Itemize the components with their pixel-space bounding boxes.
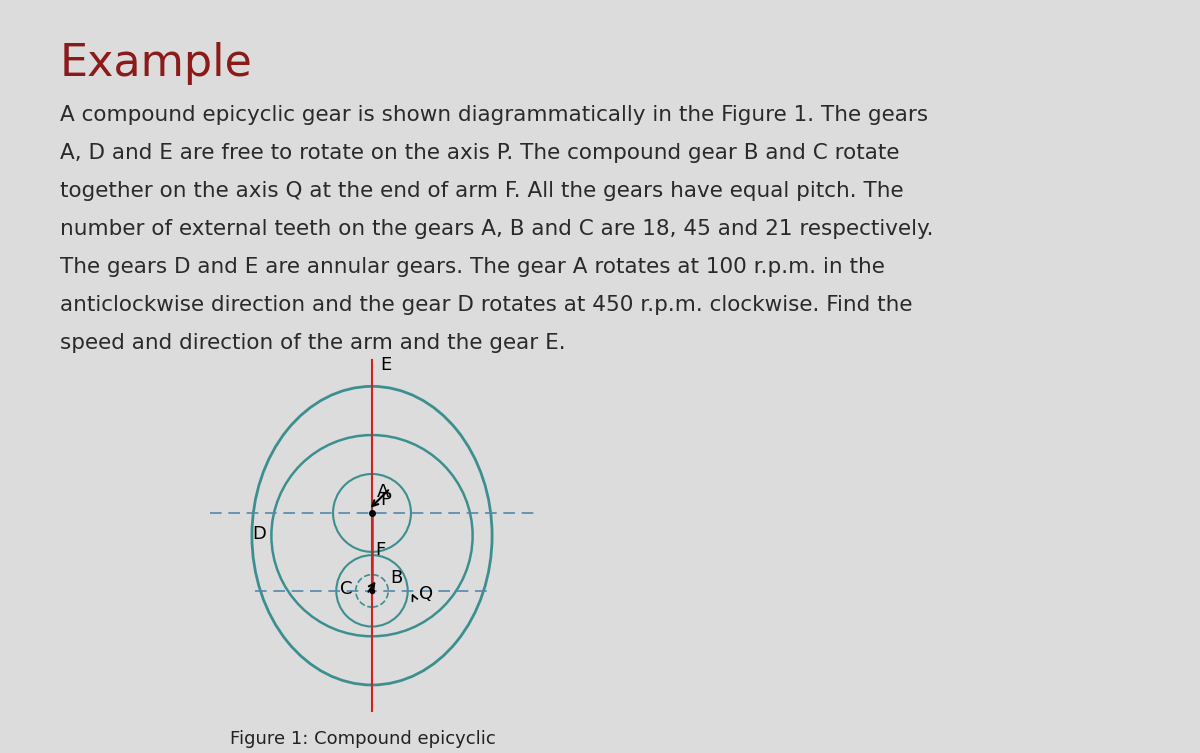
Text: speed and direction of the arm and the gear E.: speed and direction of the arm and the g… (60, 333, 565, 353)
Text: B: B (390, 569, 402, 587)
Text: C: C (340, 580, 352, 598)
Text: Figure 1: Compound epicyclic: Figure 1: Compound epicyclic (230, 730, 496, 748)
Text: together on the axis Q at the end of arm F. All the gears have equal pitch. The: together on the axis Q at the end of arm… (60, 181, 904, 201)
Text: Q: Q (419, 584, 433, 602)
Text: anticlockwise direction and the gear D rotates at 450 r.p.m. clockwise. Find the: anticlockwise direction and the gear D r… (60, 295, 912, 315)
Text: The gears D and E are annular gears. The gear A rotates at 100 r.p.m. in the: The gears D and E are annular gears. The… (60, 257, 884, 277)
Text: A compound epicyclic gear is shown diagrammatically in the Figure 1. The gears: A compound epicyclic gear is shown diagr… (60, 105, 928, 125)
Text: number of external teeth on the gears A, B and C are 18, 45 and 21 respectively.: number of external teeth on the gears A,… (60, 219, 934, 239)
Text: P: P (379, 491, 391, 509)
Text: Example: Example (60, 42, 253, 85)
Text: E: E (379, 356, 391, 374)
Text: A: A (377, 483, 390, 501)
Text: F: F (376, 541, 385, 559)
Text: D: D (252, 525, 265, 543)
Text: A, D and E are free to rotate on the axis P. The compound gear B and C rotate: A, D and E are free to rotate on the axi… (60, 143, 900, 163)
